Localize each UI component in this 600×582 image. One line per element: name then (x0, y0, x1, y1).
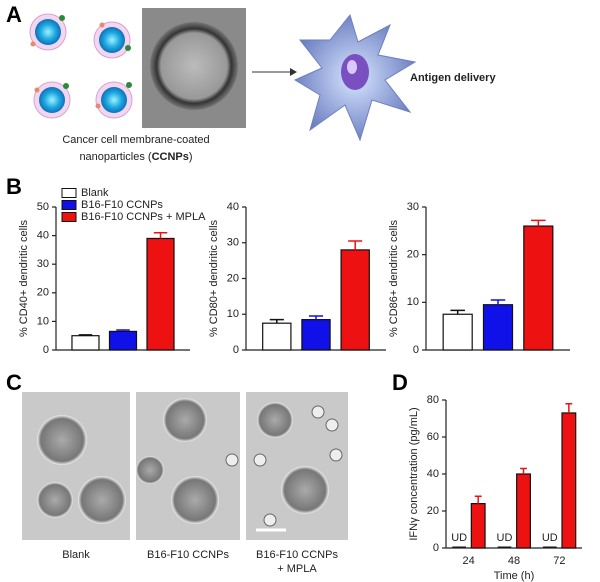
error-bar (348, 240, 363, 250)
error-bar (116, 329, 130, 332)
y-tick-label: 20 (227, 272, 239, 284)
error-bar (520, 467, 527, 474)
y-tick-label: 10 (407, 296, 419, 308)
nanoparticle-icons (29, 13, 133, 119)
y-tick-label: 20 (37, 287, 49, 299)
panel-label: A (6, 2, 22, 27)
y-tick-label: 40 (37, 230, 49, 242)
legend-swatch (61, 200, 77, 210)
arrow-head (290, 68, 297, 76)
bar (561, 412, 577, 549)
error-bar (153, 231, 168, 239)
bar (516, 473, 531, 549)
tem-particle (150, 22, 238, 110)
y-tick-label: 30 (407, 201, 419, 213)
caption: nanoparticles (CCNPs) (79, 151, 192, 163)
bar (262, 322, 292, 351)
y-tick-label: 0 (413, 344, 419, 356)
x-tick-label: 48 (508, 555, 520, 567)
y-tick-label: 10 (227, 308, 239, 320)
y-tick-label: 30 (227, 237, 239, 249)
error-bar (308, 315, 324, 320)
error-bar (78, 334, 93, 336)
error-bar (474, 495, 482, 504)
image-label: B16-F10 CCNPs (256, 549, 338, 561)
y-axis-label: % CD86+ dendritic cells (388, 219, 400, 337)
caption: Cancer cell membrane-coated (62, 134, 209, 146)
y-tick-label: 40 (227, 201, 239, 213)
legend-swatch (61, 212, 77, 222)
x-tick-label: 24 (463, 555, 475, 567)
bar (71, 335, 100, 351)
image-label: Blank (62, 549, 90, 561)
caption-bold: CCNPs (152, 151, 189, 163)
bar (523, 225, 554, 351)
legend-label: B16-F10 CCNPs (81, 199, 163, 211)
y-tick-label: 40 (427, 468, 439, 480)
panel-label: C (6, 370, 22, 395)
caption-text: ) (189, 151, 193, 163)
panel-label: D (392, 370, 408, 395)
error-bar (490, 299, 506, 305)
y-axis-label: % CD40+ dendritic cells (18, 219, 30, 337)
x-axis-label: Time (h) (494, 570, 535, 582)
caption-text: nanoparticles ( (79, 151, 151, 163)
value-label: UD (451, 532, 467, 544)
legend-label: Blank (81, 187, 109, 199)
y-tick-label: 0 (433, 542, 439, 554)
legend-label: B16-F10 CCNPs + MPLA (81, 211, 206, 223)
y-tick-label: 80 (427, 394, 439, 406)
y-tick-label: 0 (43, 344, 49, 356)
error-bar (269, 318, 284, 324)
value-label: UD (542, 532, 558, 544)
panel-label: B (6, 174, 22, 199)
bar (146, 237, 175, 351)
bar (108, 330, 138, 351)
x-tick-label: 72 (553, 555, 565, 567)
value-label: UD (497, 532, 513, 544)
micrograph (22, 392, 348, 540)
y-tick-label: 60 (427, 431, 439, 443)
bar (301, 319, 331, 351)
dendritic-cell (293, 13, 417, 142)
y-axis-label: % CD80+ dendritic cells (208, 219, 220, 337)
y-tick-label: 30 (37, 258, 49, 270)
y-tick-label: 20 (407, 249, 419, 261)
image-label: + MPLA (277, 563, 317, 575)
error-bar (450, 309, 465, 315)
annotation: Antigen delivery (410, 72, 496, 84)
image-label: B16-F10 CCNPs (147, 549, 229, 561)
legend-swatch (61, 188, 77, 198)
bar (470, 503, 486, 549)
y-axis-label: IFNγ concentration (pg/mL) (408, 407, 420, 540)
bar (442, 313, 473, 351)
bar (340, 249, 370, 351)
y-tick-label: 20 (427, 505, 439, 517)
error-bar (565, 402, 573, 413)
y-tick-label: 0 (233, 344, 239, 356)
y-tick-label: 10 (37, 315, 49, 327)
y-tick-label: 50 (37, 201, 49, 213)
bar (482, 304, 514, 351)
error-bar (531, 219, 546, 227)
